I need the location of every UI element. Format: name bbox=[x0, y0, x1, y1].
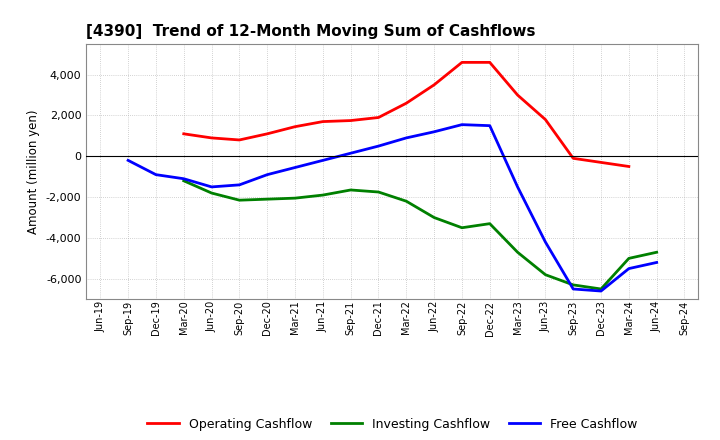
Investing Cashflow bbox=[374, 189, 383, 194]
Free Cashflow bbox=[152, 172, 161, 177]
Investing Cashflow bbox=[541, 272, 550, 277]
Operating Cashflow bbox=[263, 131, 271, 136]
Investing Cashflow bbox=[485, 221, 494, 226]
Free Cashflow bbox=[207, 184, 216, 190]
Operating Cashflow bbox=[207, 135, 216, 140]
Operating Cashflow bbox=[374, 115, 383, 120]
Free Cashflow bbox=[541, 239, 550, 245]
Investing Cashflow bbox=[179, 178, 188, 183]
Investing Cashflow bbox=[235, 198, 243, 203]
Legend: Operating Cashflow, Investing Cashflow, Free Cashflow: Operating Cashflow, Investing Cashflow, … bbox=[143, 413, 642, 436]
Line: Investing Cashflow: Investing Cashflow bbox=[184, 181, 657, 289]
Investing Cashflow bbox=[346, 187, 355, 193]
Operating Cashflow bbox=[541, 117, 550, 122]
Operating Cashflow bbox=[402, 101, 410, 106]
Operating Cashflow bbox=[430, 82, 438, 88]
Operating Cashflow bbox=[513, 92, 522, 98]
Operating Cashflow bbox=[318, 119, 327, 124]
Investing Cashflow bbox=[318, 192, 327, 198]
Y-axis label: Amount (million yen): Amount (million yen) bbox=[27, 110, 40, 234]
Free Cashflow bbox=[624, 266, 633, 271]
Operating Cashflow bbox=[624, 164, 633, 169]
Free Cashflow bbox=[263, 172, 271, 177]
Investing Cashflow bbox=[207, 191, 216, 196]
Free Cashflow bbox=[652, 260, 661, 265]
Operating Cashflow bbox=[346, 118, 355, 123]
Operating Cashflow bbox=[235, 137, 243, 143]
Free Cashflow bbox=[374, 143, 383, 149]
Operating Cashflow bbox=[485, 60, 494, 65]
Free Cashflow bbox=[430, 129, 438, 135]
Investing Cashflow bbox=[291, 195, 300, 201]
Operating Cashflow bbox=[179, 131, 188, 136]
Investing Cashflow bbox=[513, 249, 522, 255]
Free Cashflow bbox=[597, 288, 606, 293]
Operating Cashflow bbox=[569, 156, 577, 161]
Operating Cashflow bbox=[291, 124, 300, 129]
Investing Cashflow bbox=[569, 282, 577, 288]
Investing Cashflow bbox=[430, 215, 438, 220]
Free Cashflow bbox=[291, 165, 300, 170]
Free Cashflow bbox=[179, 176, 188, 181]
Operating Cashflow bbox=[458, 60, 467, 65]
Investing Cashflow bbox=[624, 256, 633, 261]
Line: Operating Cashflow: Operating Cashflow bbox=[184, 62, 629, 166]
Free Cashflow bbox=[235, 182, 243, 187]
Investing Cashflow bbox=[458, 225, 467, 231]
Investing Cashflow bbox=[652, 249, 661, 255]
Line: Free Cashflow: Free Cashflow bbox=[128, 125, 657, 291]
Investing Cashflow bbox=[402, 198, 410, 204]
Free Cashflow bbox=[124, 158, 132, 163]
Investing Cashflow bbox=[263, 197, 271, 202]
Free Cashflow bbox=[318, 158, 327, 163]
Free Cashflow bbox=[402, 135, 410, 140]
Free Cashflow bbox=[458, 122, 467, 127]
Free Cashflow bbox=[485, 123, 494, 128]
Free Cashflow bbox=[513, 184, 522, 190]
Free Cashflow bbox=[569, 286, 577, 292]
Free Cashflow bbox=[346, 150, 355, 156]
Text: [4390]  Trend of 12-Month Moving Sum of Cashflows: [4390] Trend of 12-Month Moving Sum of C… bbox=[86, 24, 536, 39]
Operating Cashflow bbox=[597, 160, 606, 165]
Investing Cashflow bbox=[597, 286, 606, 292]
